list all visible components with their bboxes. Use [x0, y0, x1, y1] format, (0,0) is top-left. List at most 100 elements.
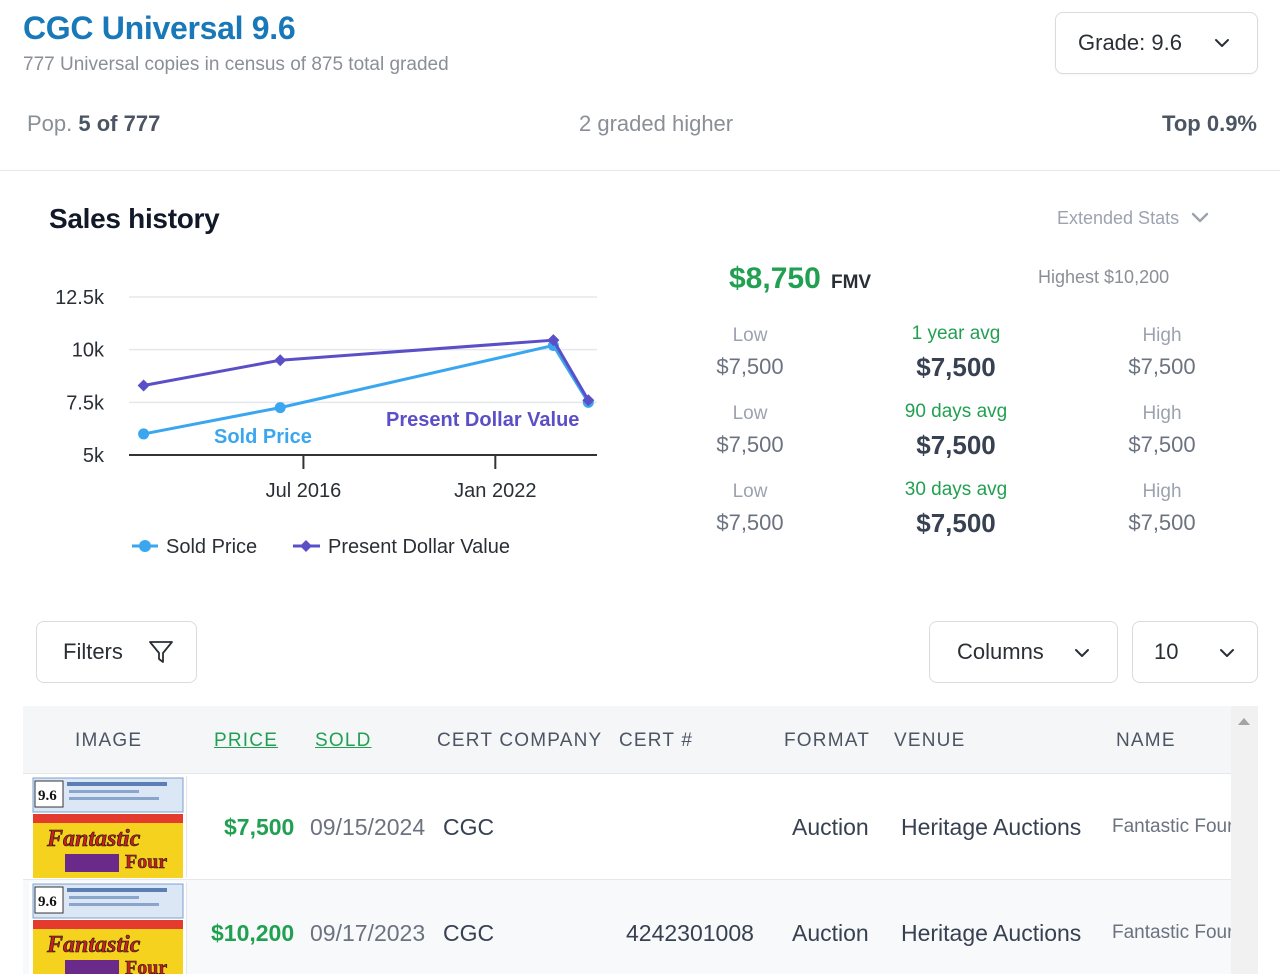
thumb-title: Fantastic	[46, 932, 141, 958]
stat-high-label: High	[1142, 403, 1182, 424]
stat-high-value: $7,500	[1128, 510, 1196, 535]
table-row[interactable]: 9.6 Fantastic Four $10,200 09/17/2023 CG…	[23, 880, 1232, 974]
legend-marker	[300, 540, 312, 552]
stat-low-label: Low	[732, 481, 768, 502]
stat-low-value: $7,500	[716, 432, 784, 457]
cell-cert-company: CGC	[443, 920, 495, 946]
stat-low-label: Low	[732, 403, 768, 424]
fmv-label: FMV	[831, 272, 872, 293]
filters-button[interactable]: Filters	[36, 621, 197, 683]
filters-label: Filters	[63, 639, 123, 664]
sales-history-title: Sales history	[49, 203, 220, 234]
data-point	[137, 379, 150, 392]
cell-price: $7,500	[224, 814, 295, 840]
page-size-value: 10	[1154, 639, 1179, 664]
thumb-title2: Four	[125, 957, 167, 974]
header-venue: VENUE	[894, 730, 966, 751]
cell-sold-date: 09/17/2023	[310, 920, 426, 946]
series-label-present-dollar-value: Present Dollar Value	[386, 409, 579, 431]
extended-stats-label: Extended Stats	[1057, 207, 1180, 228]
comic-cover-image: 9.6 Fantastic Four	[29, 882, 186, 974]
series-label-sold-price: Sold Price	[214, 426, 312, 448]
cell-format: Auction	[792, 920, 869, 946]
cell-format: Auction	[792, 814, 869, 840]
columns-label: Columns	[957, 639, 1044, 664]
y-tick-label: 7.5k	[66, 392, 105, 414]
series-line-sold-price	[143, 343, 590, 436]
top-percent-stat: Top 0.9%	[1162, 111, 1257, 136]
y-tick-label: 12.5k	[55, 287, 105, 309]
table-header: IMAGE PRICE SOLD CERT COMPANY CERT # FOR…	[23, 706, 1231, 774]
stat-high-value: $7,500	[1128, 432, 1196, 457]
population-prefix: Pop.	[27, 111, 73, 136]
x-tick-label: Jan 2022	[454, 480, 536, 502]
population-stat: Pop. 5 of 777	[27, 111, 160, 137]
data-point	[547, 334, 560, 347]
header-cert-number: CERT #	[619, 730, 694, 751]
data-point	[274, 402, 286, 414]
cell-cert-company: CGC	[443, 814, 495, 840]
header-cert-company: CERT COMPANY	[437, 730, 603, 751]
y-tick-label: 10k	[72, 340, 105, 362]
comic-thumbnail[interactable]: 9.6 Fantastic Four	[29, 882, 187, 974]
section-divider	[0, 170, 1280, 171]
extended-stats-toggle[interactable]: Extended Stats	[1057, 207, 1211, 229]
scroll-up-arrow-icon[interactable]	[1238, 718, 1250, 725]
grade-select-label: Grade: 9.6	[1078, 30, 1182, 55]
thumb-title: Fantastic	[46, 826, 141, 852]
sales-history-chart: 5k 7.5k 10k 12.5k Jul 2016 Jan 2022 Sold Pric…	[55, 287, 597, 558]
stat-low-label: Low	[732, 325, 768, 346]
table-row[interactable]: 9.6 Fantastic Four $7,500 09/15/2024 CGC…	[23, 774, 1232, 880]
y-tick-label: 5k	[83, 445, 105, 467]
cell-name[interactable]: Fantastic Four	[1112, 816, 1232, 837]
chevron-down-icon	[1220, 649, 1234, 657]
stat-high-label: High	[1142, 325, 1182, 346]
chevron-down-icon	[1191, 212, 1209, 223]
stat-avg-value: $7,500	[916, 508, 996, 538]
series-line-present-dollar-value	[143, 338, 590, 401]
cell-name[interactable]: Fantastic Four	[1112, 922, 1232, 943]
thumb-grade: 9.6	[38, 788, 57, 804]
stat-avg-label: 30 days avg	[904, 479, 1008, 500]
legend-marker	[139, 540, 151, 552]
comic-thumbnail[interactable]: 9.6 Fantastic Four	[29, 776, 187, 878]
chevron-down-icon	[1075, 649, 1089, 657]
chevron-down-icon	[1215, 39, 1229, 47]
data-point	[138, 428, 150, 440]
highest-sale: Highest $10,200	[1038, 267, 1170, 287]
stat-low-value: $7,500	[716, 510, 784, 535]
stat-avg-value: $7,500	[916, 352, 996, 382]
x-tick-label: Jul 2016	[266, 480, 342, 502]
legend-label: Present Dollar Value	[328, 536, 510, 558]
thumb-grade: 9.6	[38, 894, 57, 910]
header-image: IMAGE	[75, 730, 143, 751]
data-point	[274, 354, 287, 367]
stat-avg-value: $7,500	[916, 430, 996, 460]
page-size-select[interactable]: 10	[1132, 621, 1258, 683]
stat-high-label: High	[1142, 481, 1182, 502]
filter-icon	[149, 641, 173, 663]
cell-sold-date: 09/15/2024	[310, 814, 426, 840]
sales-table: IMAGE PRICE SOLD CERT COMPANY CERT # FOR…	[23, 706, 1258, 974]
cell-venue: Heritage Auctions	[901, 814, 1082, 840]
population-value: 5 of 777	[78, 111, 161, 136]
stat-high-value: $7,500	[1128, 354, 1196, 379]
census-subtitle: 777 Universal copies in census of 875 to…	[23, 54, 449, 75]
graded-higher-stat: 2 graded higher	[579, 111, 734, 136]
fmv-value: $8,750	[729, 262, 821, 295]
table-scrollbar[interactable]	[1231, 706, 1258, 974]
header-price-sort[interactable]: PRICE	[214, 730, 279, 751]
header-format: FORMAT	[784, 730, 871, 751]
header-sold-sort[interactable]: SOLD	[315, 730, 372, 751]
page-title: CGC Universal 9.6	[23, 10, 296, 46]
stat-avg-label: 90 days avg	[904, 401, 1008, 422]
grade-select[interactable]: Grade: 9.6	[1055, 12, 1258, 74]
legend-label: Sold Price	[166, 536, 257, 558]
thumb-title2: Four	[125, 851, 167, 873]
columns-button[interactable]: Columns	[929, 621, 1118, 683]
stat-low-value: $7,500	[716, 354, 784, 379]
cell-cert-number: 4242301008	[626, 920, 754, 946]
cell-price: $10,200	[211, 920, 295, 946]
cell-venue: Heritage Auctions	[901, 920, 1082, 946]
data-point	[582, 394, 595, 407]
